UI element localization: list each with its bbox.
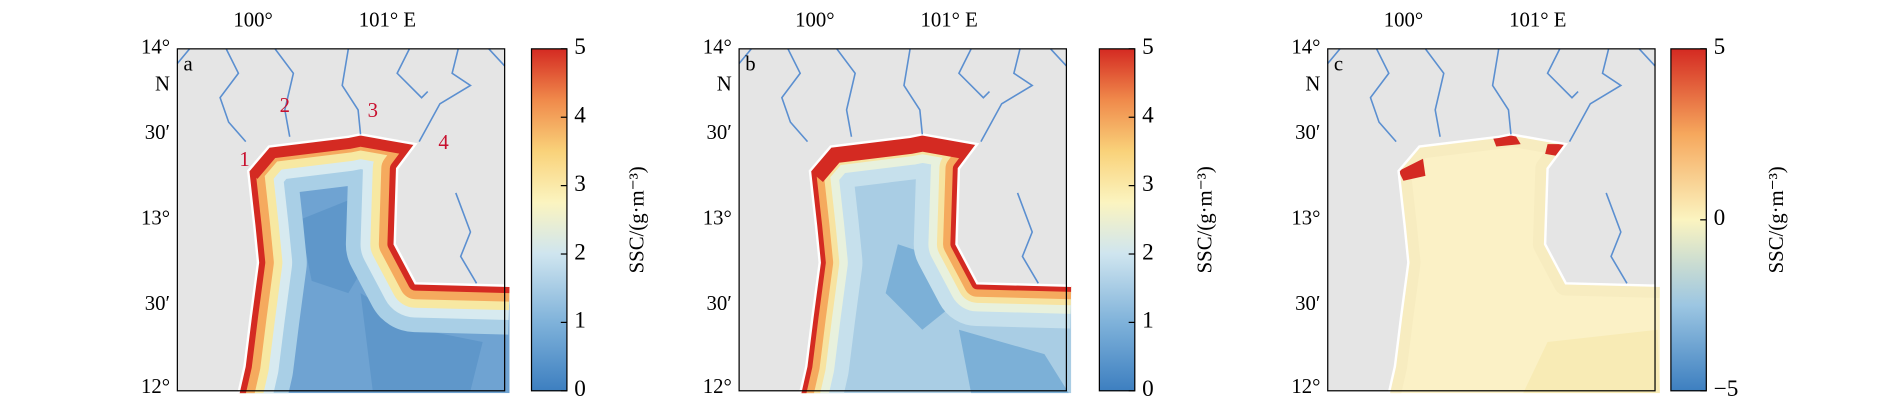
colorbar-tick-label: 1 (1142, 308, 1154, 334)
lon-label: 101° E (359, 10, 416, 32)
lat-label: 12° (141, 376, 170, 398)
lon-label: 101° E (921, 10, 978, 32)
colorbar (1098, 48, 1136, 392)
river (274, 48, 295, 137)
river (1605, 192, 1628, 284)
river (488, 48, 506, 67)
river (1568, 48, 1623, 143)
river (1369, 48, 1397, 143)
lat-label: 12° (703, 376, 732, 398)
colorbar-label: SSC/(g·m⁻³) (1195, 166, 1217, 273)
colorbar-tick-label: 5 (574, 34, 586, 60)
river (1327, 48, 1341, 65)
concentration-zone (958, 329, 1069, 394)
coastline (1387, 133, 1660, 394)
map-frame (738, 48, 1068, 392)
river (836, 48, 856, 137)
panel-label: b (745, 54, 755, 76)
lat-label: 12° (1291, 376, 1320, 398)
lat-label: 30′ (1295, 293, 1320, 315)
colorbar-tick-label: −5 (1714, 376, 1739, 402)
river (980, 48, 1034, 143)
colorbar-tick-label: 0 (1142, 376, 1154, 402)
lat-label: 14° (141, 37, 170, 59)
colorbar-label: SSC/(g·m⁻³) (1766, 166, 1788, 273)
concentration-zone (1523, 329, 1660, 394)
sea-fill (1388, 134, 1660, 394)
colorbar-tick-label: 0 (574, 376, 586, 402)
lon-label: 100° (1384, 10, 1423, 32)
lat-label: 14° (703, 37, 732, 59)
lon-label: 100° (233, 10, 272, 32)
lon-label: 101° E (1509, 10, 1566, 32)
colorbar-tick-label: 4 (574, 103, 586, 129)
colorbar-label: SSC/(g·m⁻³) (627, 166, 649, 273)
coastline (237, 133, 510, 394)
river (738, 48, 752, 65)
lat-label: 13° (1291, 208, 1320, 230)
colorbar (530, 48, 568, 392)
colorbar-tick-label: 2 (574, 239, 586, 265)
coastline (798, 133, 1072, 394)
river (396, 48, 429, 99)
river (903, 48, 924, 135)
river (957, 48, 991, 99)
colorbar-tick-label: 1 (574, 308, 586, 334)
river (1424, 48, 1445, 137)
river (176, 48, 191, 65)
panel-label: a (183, 54, 192, 76)
colorbar-tick-label: 3 (574, 171, 586, 197)
lat-label: N (1305, 73, 1320, 95)
lat-label: 30′ (706, 122, 731, 144)
river (341, 48, 362, 135)
lat-label: 30′ (145, 293, 170, 315)
colorbar-tick-label: 3 (1142, 171, 1154, 197)
lat-label: 13° (703, 208, 732, 230)
colorbar-tick-label: 0 (1714, 205, 1726, 231)
lat-label: 13° (141, 208, 170, 230)
river (1049, 48, 1067, 67)
lat-label: 30′ (145, 122, 170, 144)
river (418, 48, 472, 143)
lat-label: 14° (1291, 37, 1320, 59)
river (455, 192, 478, 284)
river-label: 1 (239, 149, 249, 171)
colorbar-tick-label: 2 (1142, 239, 1154, 265)
colorbar-tick-label: 5 (1714, 34, 1726, 60)
high-zone (1398, 158, 1426, 181)
river (1638, 48, 1656, 67)
river-label: 4 (438, 132, 449, 154)
river-label: 2 (280, 95, 290, 117)
lat-label: 30′ (1295, 122, 1320, 144)
lat-label: N (717, 73, 732, 95)
map-frame (1327, 48, 1656, 392)
river-label: 3 (368, 100, 378, 122)
lon-label: 100° (795, 10, 834, 32)
river (1546, 48, 1579, 99)
river (1491, 48, 1512, 135)
river (780, 48, 809, 143)
panel-label: c (1334, 54, 1343, 76)
river (1016, 192, 1039, 284)
colorbar-tick-label: 5 (1142, 34, 1154, 60)
lat-label: N (155, 73, 170, 95)
map-frame (176, 48, 506, 392)
lat-label: 30′ (706, 293, 731, 315)
colorbar-tick-label: 4 (1142, 103, 1154, 129)
river (219, 48, 247, 143)
